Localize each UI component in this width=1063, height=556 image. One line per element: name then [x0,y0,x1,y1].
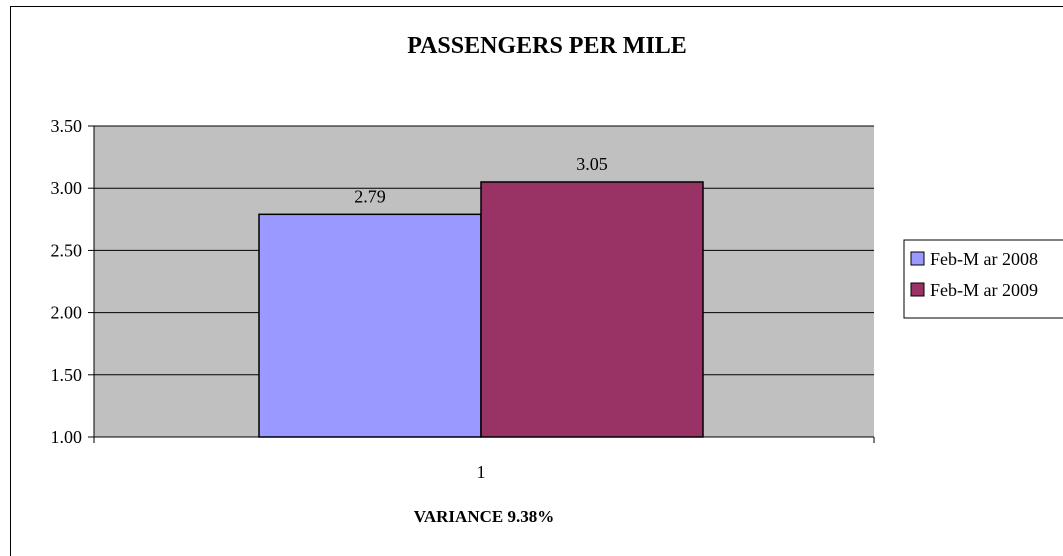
y-tick-label: 3.00 [51,178,83,198]
x-tick-label: 1 [477,462,486,482]
legend-label: Feb-M ar 2009 [930,280,1038,300]
y-tick-label: 2.00 [51,303,83,323]
x-axis-title: VARIANCE 9.38% [414,507,554,526]
y-tick-label: 1.50 [51,365,83,385]
bar-1 [258,213,482,438]
y-tick-label: 2.50 [51,240,83,260]
legend-swatch [910,251,925,266]
data-label: 3.05 [576,154,608,174]
y-axis-ticks: 1.00 1.50 2.00 2.50 3.00 3.50 [51,116,94,447]
chart-frame [10,6,1063,556]
bar-2 [480,181,704,438]
y-tick-label: 1.00 [51,427,83,447]
data-label: 2.79 [354,186,386,206]
chart-title: PASSENGERS PER MILE [407,33,687,59]
legend: Feb-M ar 2008 Feb-M ar 2009 [903,239,1063,319]
legend-box [903,239,1063,319]
x-axis-ticks: 1 [93,437,875,482]
bars [258,181,704,438]
legend-label: Feb-M ar 2008 [930,249,1038,269]
legend-swatch [910,282,925,297]
data-labels: 2.79 3.05 [354,154,608,206]
y-tick-label: 3.50 [51,116,83,136]
